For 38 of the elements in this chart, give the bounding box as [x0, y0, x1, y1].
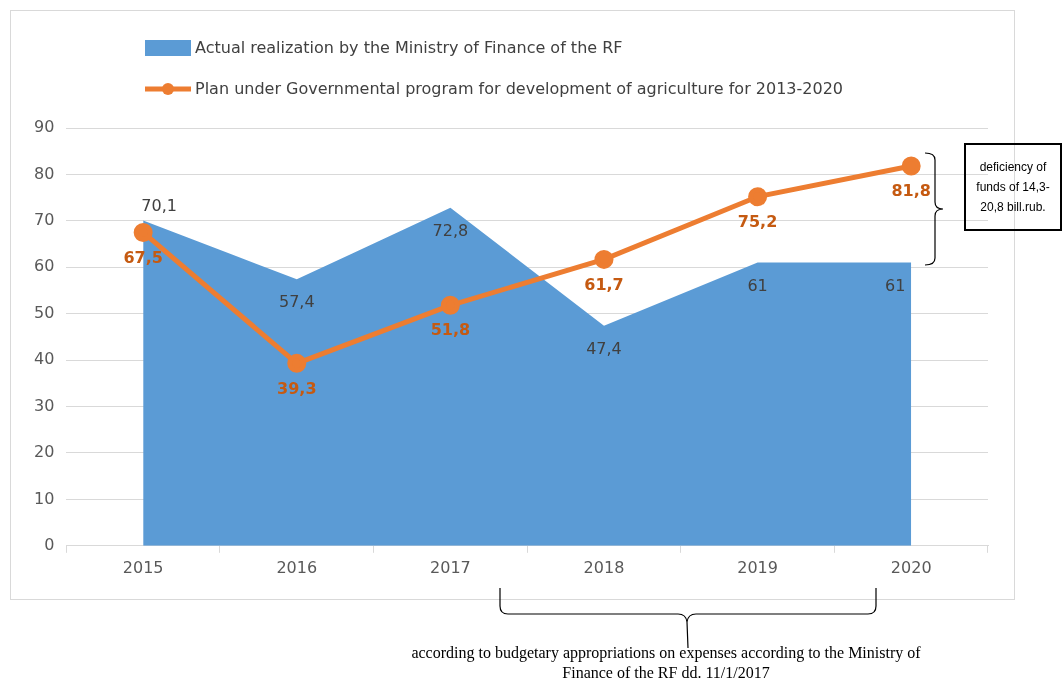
legend-label: Plan under Governmental program for development of agriculture for 2013-2020 [195, 79, 844, 98]
data-label: 39,3 [277, 378, 317, 398]
y-tick-label: 70 [34, 210, 55, 229]
x-tick-label: 2016 [276, 557, 318, 577]
y-tick-label: 90 [34, 117, 55, 137]
y-tick-label: 80 [34, 163, 55, 183]
point [594, 249, 614, 269]
legend-label: Actual realization by the Ministry of Finance of the RF [195, 38, 623, 57]
y-tick-label: 40 [34, 349, 55, 369]
data-label: 81,8 [891, 181, 931, 201]
data-label: 75,2 [737, 211, 778, 231]
y-tick-label: 50 [34, 302, 55, 322]
y-tick-label: 10 [34, 488, 55, 508]
text: according to budgetary appropriations on expenses according to the Ministry of Finance of the RF dd. 11/1/2017 [410, 643, 922, 683]
point [287, 353, 307, 373]
data-label: 61 [747, 275, 768, 295]
data-label: 51,8 [430, 320, 471, 340]
point [748, 187, 768, 207]
point [440, 295, 460, 315]
data-label: 67,5 [123, 247, 163, 267]
y-tick-label: 20 [34, 442, 55, 462]
x-tick-label: 2018 [583, 557, 625, 577]
point [901, 156, 921, 176]
x-tick-label: 2019 [737, 557, 778, 577]
data-label: 72,8 [432, 221, 469, 240]
data-label: 61,7 [584, 274, 624, 294]
data-label: 57,4 [278, 292, 315, 312]
x-tick-label: 2017 [430, 557, 471, 577]
y-tick-label: 60 [34, 256, 55, 276]
y-tick-label: 30 [34, 395, 55, 415]
point [133, 222, 153, 242]
annotation: deficiency of funds of 14,3-20,8 bill.rub. [964, 143, 1062, 231]
data-label: 70,1 [141, 195, 177, 215]
x-tick-label: 2020 [890, 557, 932, 577]
data-label: 61 [885, 275, 906, 295]
y-tick-label: 0 [44, 534, 55, 554]
x-tick-label: 2015 [122, 557, 164, 577]
data-label: 47,4 [586, 338, 622, 358]
